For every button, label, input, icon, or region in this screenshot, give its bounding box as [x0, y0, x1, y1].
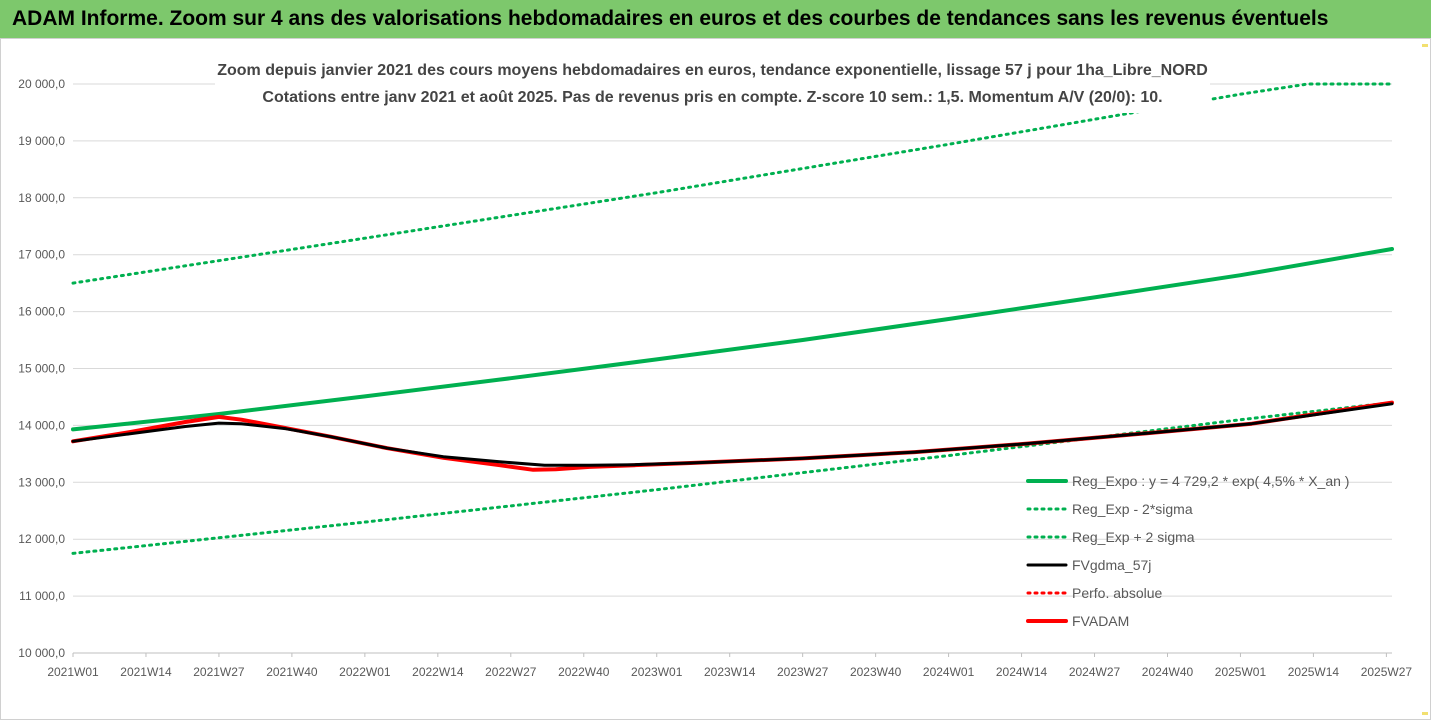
legend-label: Reg_Exp - 2*sigma — [1072, 501, 1193, 517]
series-line-reg-exp-2-sigma — [71, 401, 1394, 555]
x-tick-label: 2022W01 — [339, 665, 391, 679]
x-tick-label: 2024W01 — [923, 665, 975, 679]
y-tick-label: 15 000,0 — [18, 362, 65, 376]
chart-subtitle: Cotations entre janv 2021 et août 2025. … — [262, 89, 1163, 106]
x-tick-label: 2025W14 — [1288, 665, 1340, 679]
y-tick-label: 13 000,0 — [18, 475, 65, 489]
legend-label: FVgdma_57j — [1072, 557, 1151, 573]
chart-title-box: Zoom depuis janvier 2021 des cours moyen… — [215, 57, 1210, 113]
y-tick-label: 11 000,0 — [19, 589, 65, 603]
chart-title: Zoom depuis janvier 2021 des cours moyen… — [217, 62, 1208, 79]
x-tick-label: 2023W27 — [777, 665, 829, 679]
x-tick-label: 2023W40 — [850, 665, 902, 679]
x-tick-label: 2024W14 — [996, 665, 1048, 679]
legend-label: Reg_Exp + 2 sigma — [1072, 529, 1195, 545]
series-line-fvadam — [71, 400, 1394, 472]
frame-corner-mark — [1422, 44, 1428, 47]
y-tick-label: 14 000,0 — [18, 418, 65, 432]
y-tick-label: 16 000,0 — [18, 305, 65, 319]
x-tick-label: 2022W27 — [485, 665, 537, 679]
x-tick-label: 2021W40 — [266, 665, 318, 679]
legend-label: Perfo. absolue — [1072, 585, 1162, 601]
legend-label: FVADAM — [1072, 613, 1129, 629]
y-tick-label: 12 000,0 — [18, 532, 65, 546]
report-banner-title: ADAM Informe. Zoom sur 4 ans des valoris… — [0, 0, 1431, 38]
x-tick-label: 2025W01 — [1215, 665, 1267, 679]
series-line-reg-exp-2-sigma — [71, 82, 1394, 285]
x-tick-label: 2021W27 — [193, 665, 245, 679]
x-tick-label: 2021W14 — [120, 665, 172, 679]
legend-label: Reg_Expo : y = 4 729,2 * exp( 4,5% * X_a… — [1072, 473, 1349, 489]
x-tick-label: 2021W01 — [47, 665, 99, 679]
x-tick-label: 2022W40 — [558, 665, 610, 679]
y-tick-label: 19 000,0 — [18, 134, 65, 148]
x-tick-label: 2023W01 — [631, 665, 683, 679]
x-tick-label: 2024W40 — [1142, 665, 1194, 679]
x-tick-label: 2025W27 — [1361, 665, 1413, 679]
y-tick-label: 17 000,0 — [18, 248, 65, 262]
y-tick-label: 18 000,0 — [18, 191, 65, 205]
y-tick-label: 20 000,0 — [18, 77, 65, 91]
x-tick-label: 2024W27 — [1069, 665, 1121, 679]
y-tick-label: 10 000,0 — [18, 646, 65, 660]
series-line-reg-expo-y-4-729-2-exp-4-5-x-an — [71, 247, 1394, 432]
series-line-fvgdma-57j — [71, 402, 1394, 467]
x-tick-label: 2023W14 — [704, 665, 756, 679]
x-tick-label: 2022W14 — [412, 665, 464, 679]
frame-corner-mark — [1422, 712, 1428, 715]
